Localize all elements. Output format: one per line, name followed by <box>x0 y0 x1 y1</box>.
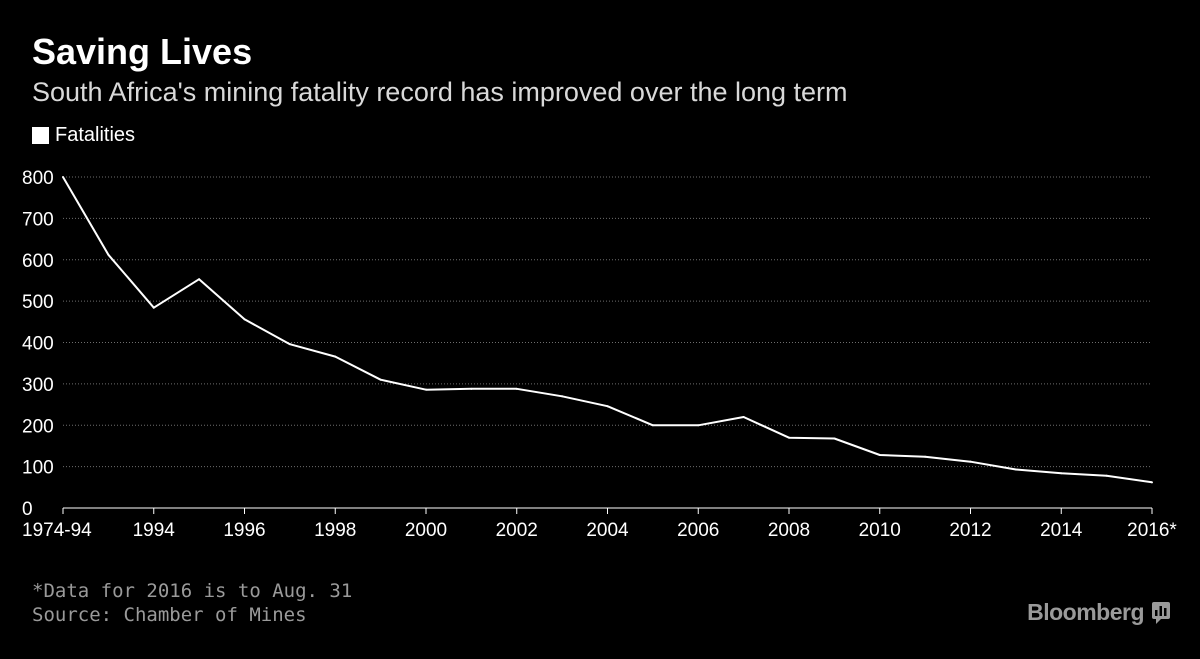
source-note: Source: Chamber of Mines <box>32 604 307 626</box>
gridlines <box>63 176 1152 468</box>
data-point <box>1060 472 1063 475</box>
y-tick-label: 800 <box>22 168 54 189</box>
y-axis-tick-labels: 0 100 200 300 400 500 600 700 800 <box>22 168 54 520</box>
data-point <box>334 355 337 358</box>
x-tick-label: 2016* <box>1127 520 1177 541</box>
legend-label-fatalities: Fatalities <box>55 124 136 146</box>
data-point <box>651 424 654 427</box>
data-point <box>243 318 246 321</box>
x-tick-label: 2004 <box>586 520 629 541</box>
y-tick-label: 400 <box>22 334 54 355</box>
data-point <box>742 415 745 418</box>
data-point <box>561 395 564 398</box>
brand-name: Bloomberg <box>1027 599 1144 625</box>
brand-logo: Bloomberg <box>1027 599 1170 626</box>
y-tick-label: 500 <box>22 292 54 313</box>
data-point <box>924 455 927 458</box>
x-tick-label: 2002 <box>496 520 538 541</box>
data-point <box>425 388 427 391</box>
y-tick-label: 600 <box>22 251 54 272</box>
data-point <box>606 405 609 408</box>
y-tick-label: 100 <box>22 458 54 479</box>
legend: Fatalities <box>32 124 135 146</box>
x-tick-label: 2012 <box>949 520 991 541</box>
y-tick-label: 300 <box>22 375 54 396</box>
data-point <box>470 387 473 390</box>
data-point <box>379 378 382 381</box>
footnote: *Data for 2016 is to Aug. 31 <box>32 580 353 602</box>
chart-title: Saving Lives <box>32 31 253 72</box>
data-point <box>288 343 291 346</box>
data-point <box>198 278 201 281</box>
x-axis-ticks <box>62 508 1153 514</box>
data-point <box>1014 468 1017 471</box>
y-tick-label: 200 <box>22 416 54 437</box>
x-tick-label: 1998 <box>314 520 356 541</box>
data-point <box>878 454 881 457</box>
data-point <box>969 460 972 463</box>
data-point <box>1105 474 1108 477</box>
bloomberg-chart-icon <box>1152 601 1170 624</box>
chart-subtitle: South Africa's mining fatality record ha… <box>32 77 848 107</box>
data-point <box>107 253 110 256</box>
data-point <box>515 387 518 390</box>
legend-swatch <box>32 126 49 144</box>
data-point <box>833 437 836 440</box>
x-tick-label: 1974-94 <box>22 520 92 541</box>
x-tick-label: 2010 <box>859 520 901 541</box>
x-tick-label: 1996 <box>223 520 265 541</box>
x-tick-label: 2000 <box>405 520 447 541</box>
x-tick-label: 2008 <box>768 520 810 541</box>
data-point <box>697 424 700 427</box>
x-tick-label: 2006 <box>677 520 719 541</box>
data-point <box>152 306 155 309</box>
y-tick-label: 700 <box>22 209 54 230</box>
data-point <box>788 436 790 439</box>
x-axis-tick-labels: 1974-94 1994 1996 1998 2000 2002 2004 2006 2008 2… <box>22 520 1177 541</box>
data-points <box>62 176 1153 484</box>
y-tick-label: 0 <box>22 499 33 520</box>
x-tick-label: 2014 <box>1040 520 1083 541</box>
data-point <box>62 176 64 178</box>
x-tick-label: 1994 <box>133 520 176 541</box>
series-line-fatalities <box>62 176 1153 484</box>
data-point <box>1151 481 1153 484</box>
